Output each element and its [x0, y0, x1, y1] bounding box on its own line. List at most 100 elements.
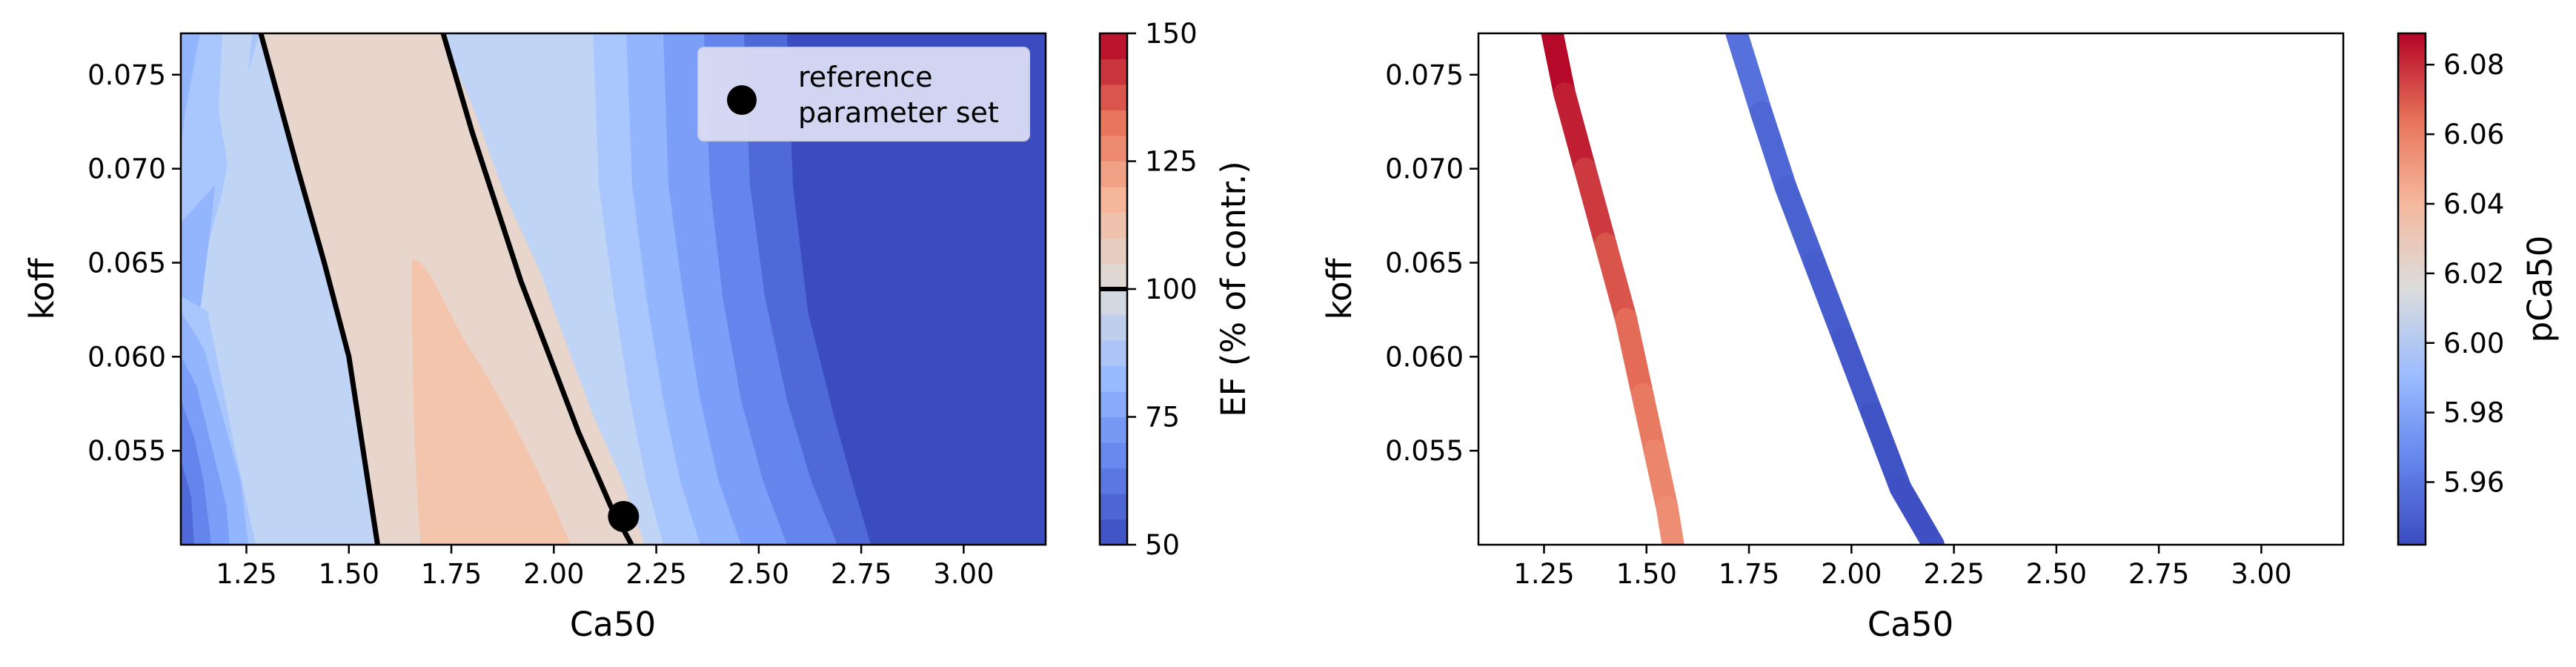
legend-label-line2: parameter set — [798, 96, 999, 129]
right-xticks: 1.25 1.50 1.75 2.00 2.25 2.50 2.75 3.00 — [1513, 545, 2292, 590]
colorbar-tick-label: 6.06 — [2443, 119, 2504, 150]
colorbar-band — [1100, 391, 1127, 417]
left-colorbar-bands — [1100, 33, 1127, 545]
left-colorbar: 50 75 100 125 150 EF (% of contr.) — [1098, 18, 1253, 561]
ytick-label: 0.060 — [87, 341, 166, 373]
contour-band-110 — [411, 259, 571, 545]
left-xlabel: Ca50 — [570, 605, 656, 644]
colorbar-tick-label: 125 — [1145, 146, 1198, 178]
pca50-segment — [1615, 308, 1654, 406]
colorbar-band — [1100, 212, 1127, 239]
colorbar-band — [1100, 84, 1127, 110]
xtick-label: 2.50 — [2026, 558, 2087, 590]
contour-line-100 — [258, 33, 380, 545]
colorbar-band — [1100, 442, 1127, 468]
colorbar-tick-label: 50 — [1145, 529, 1180, 561]
ytick-label: 0.055 — [1385, 435, 1464, 467]
colorbar-band — [1100, 136, 1127, 162]
pca50-segment — [1860, 402, 1912, 500]
colorbar-tick-label: 6.02 — [2443, 258, 2504, 290]
ytick-label: 0.070 — [1385, 153, 1464, 185]
left-colorbar-label: EF (% of contr.) — [1214, 161, 1253, 417]
pca50-segment — [1774, 176, 1826, 274]
left-axes-frame — [179, 32, 1047, 546]
pca50-segment — [1832, 326, 1883, 425]
colorbar-band — [1100, 289, 1127, 315]
xtick-label: 2.75 — [831, 558, 892, 590]
xtick-label: 1.50 — [1616, 558, 1677, 590]
pca50-segment — [1725, 33, 1773, 124]
ytick-label: 0.060 — [1385, 341, 1464, 373]
contour-band-left-80 — [181, 33, 259, 415]
right-xlabel: Ca50 — [1868, 605, 1953, 644]
colorbar-tick-label: 5.98 — [2443, 397, 2504, 429]
reference-point — [608, 500, 640, 532]
colorbar-band — [1100, 314, 1127, 341]
colorbar-band — [1100, 340, 1127, 366]
left-yticks: 0.055 0.060 0.065 0.070 0.075 — [87, 59, 181, 467]
colorbar-band — [1100, 519, 1127, 545]
legend-box — [697, 47, 1030, 142]
left-colorbar-ticks: 50 75 100 125 150 — [1127, 18, 1198, 561]
legend-marker-icon — [727, 85, 757, 115]
contour-band-left-85 — [219, 33, 348, 545]
xtick-label: 2.50 — [728, 558, 789, 590]
pca50-segment — [1803, 251, 1855, 349]
xtick-label: 2.00 — [523, 558, 584, 590]
xtick-label: 1.25 — [216, 558, 276, 590]
right-colorbar-gradient — [2398, 33, 2426, 545]
colorbar-band — [1100, 417, 1127, 443]
pca50-segment — [1594, 233, 1638, 331]
right-panel: 1.25 1.50 1.75 2.00 2.25 2.50 2.75 3.00 0.0550.… — [1320, 32, 2345, 644]
left-xticks: 1.25 1.50 1.75 2.00 2.25 2.50 2.75 3.00 — [216, 545, 995, 590]
right-colorbar-ticks: 5.96 5.98 6.00 6.02 6.04 6.06 6.08 — [2426, 49, 2504, 499]
right-colorbar-frame — [2397, 32, 2427, 546]
pca50-segment — [1553, 82, 1596, 180]
right-axes-frame — [1477, 32, 2345, 546]
colorbar-band — [1100, 238, 1127, 264]
contour-line-100 — [440, 33, 634, 545]
right-colorbar: 5.96 5.98 6.00 6.02 6.04 6.06 6.08 pCa50 — [2397, 32, 2560, 546]
colorbar-band — [1100, 365, 1127, 392]
colorbar-band — [1100, 33, 1127, 59]
pca50-lines — [1541, 33, 1945, 545]
left-ylabel: koff — [22, 258, 62, 320]
colorbar-band — [1100, 187, 1127, 213]
colorbar-tick-label: 75 — [1145, 402, 1180, 434]
ytick-label: 0.065 — [1385, 247, 1464, 279]
reference-contours — [258, 33, 634, 545]
colorbar-tick-label: 6.00 — [2443, 328, 2504, 359]
xtick-label: 1.50 — [319, 558, 379, 590]
right-ylabel: koff — [1320, 258, 1359, 320]
contour-band-100 — [259, 33, 645, 545]
reference-point-layer — [608, 500, 640, 532]
pca50-segment — [1750, 101, 1797, 199]
colorbar-band — [1100, 161, 1127, 188]
ytick-label: 0.065 — [87, 247, 166, 279]
legend: reference parameter set — [697, 47, 1030, 142]
pca50-segment — [1573, 157, 1617, 256]
colorbar-tick-label: 6.08 — [2443, 49, 2504, 81]
ytick-label: 0.055 — [87, 435, 166, 467]
colorbar-band — [1100, 468, 1127, 494]
colorbar-band — [1100, 59, 1127, 85]
left-panel: 1.25 1.50 1.75 2.00 2.25 2.50 2.75 3.00 0.0550.… — [22, 32, 1047, 644]
xtick-label: 1.75 — [421, 558, 482, 590]
colorbar-tick-label: 150 — [1145, 18, 1198, 50]
xtick-label: 3.00 — [933, 558, 994, 590]
colorbar-band — [1100, 263, 1127, 290]
xtick-label: 2.25 — [1923, 558, 1984, 590]
right-colorbar-label: pCa50 — [2520, 236, 2560, 343]
ytick-label: 0.075 — [87, 59, 166, 91]
colorbar-tick-label: 5.96 — [2443, 467, 2504, 499]
xtick-label: 1.75 — [1719, 558, 1779, 590]
colorbar-band — [1100, 494, 1127, 520]
ytick-label: 0.075 — [1385, 59, 1464, 91]
xtick-label: 2.00 — [1821, 558, 1882, 590]
pca50-segment — [1889, 477, 1945, 545]
colorbar-tick-label: 6.04 — [2443, 188, 2504, 220]
contour-band-left-50 — [181, 459, 194, 545]
pca50-segment — [1656, 496, 1684, 545]
right-yticks: 0.055 0.060 0.065 0.070 0.075 — [1385, 59, 1478, 467]
